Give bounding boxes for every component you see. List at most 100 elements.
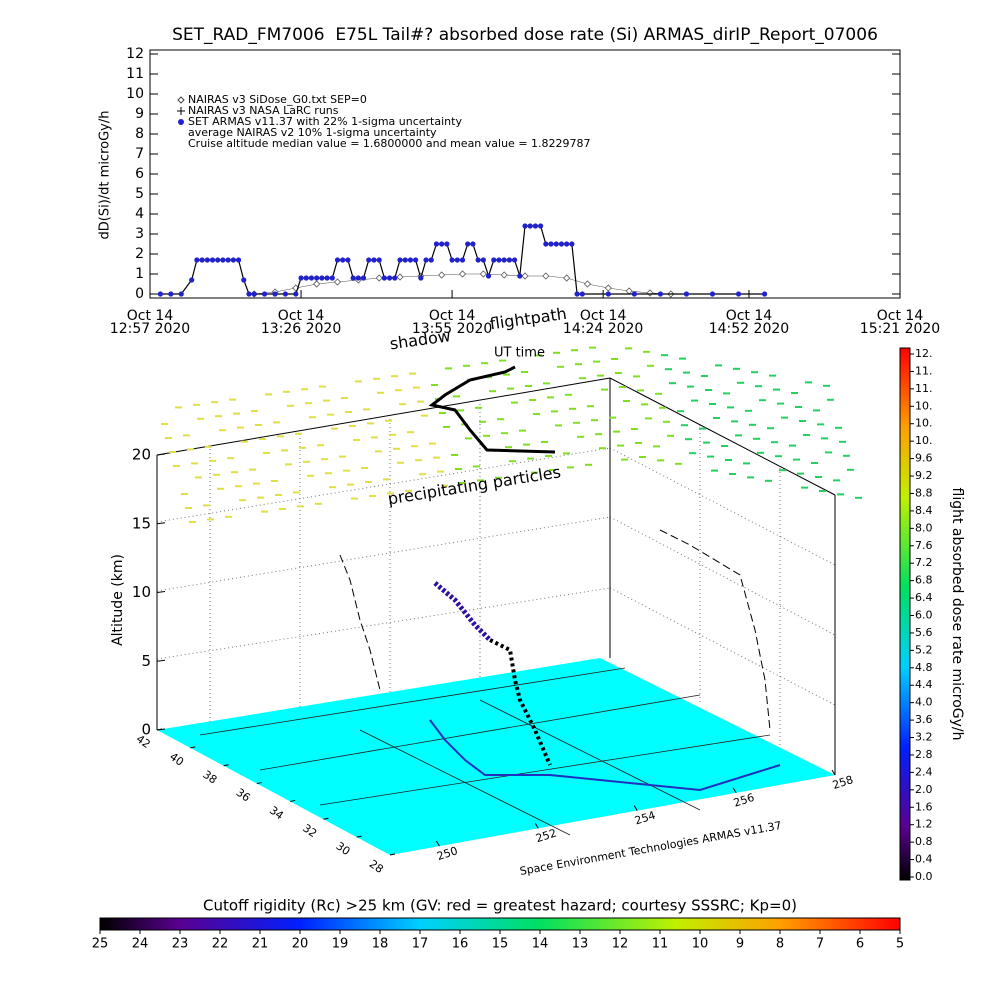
data-point [313, 280, 321, 288]
data-point [683, 291, 690, 297]
x-tick-label: Oct 14 [726, 308, 773, 324]
colorbar-tick-label: 25 [92, 937, 109, 952]
particles [161, 346, 862, 523]
legend-marker [177, 107, 185, 115]
data-point [350, 275, 356, 281]
data-point [308, 275, 315, 281]
x-tick-label: Oct 14 [278, 308, 325, 324]
data-point [569, 241, 575, 247]
data-point [396, 273, 404, 281]
data-point [199, 257, 205, 263]
data-point [511, 257, 518, 263]
lat-tick-label: 36 [234, 786, 253, 805]
colorbar-tick-label: 10 [692, 937, 709, 952]
data-point [371, 257, 377, 263]
lat-tick [356, 835, 362, 838]
data-point [194, 257, 200, 263]
data-point [631, 291, 637, 297]
x-tick-label: Oct 14 [877, 308, 924, 324]
data-point [168, 291, 174, 297]
data-point [418, 275, 424, 281]
data-point [324, 275, 330, 281]
box-3d [156, 377, 836, 855]
data-point [333, 278, 342, 286]
data-point [376, 257, 382, 263]
data-point [392, 275, 398, 281]
colorbar-tick-label: 6.8 [915, 574, 933, 587]
colorbar-tick-label: 18 [372, 937, 389, 952]
y-tick-label: 5 [135, 186, 144, 202]
data-point [235, 257, 242, 263]
data-point [543, 241, 549, 247]
colorbar-tick-label: 5 [896, 937, 904, 952]
data-point [329, 275, 335, 281]
data-point [189, 277, 195, 283]
lon-tick-label: 254 [633, 809, 657, 828]
data-point [241, 277, 247, 283]
data-point [209, 257, 216, 263]
data-point [563, 274, 571, 282]
colorbar-tick-label: 7.2 [915, 556, 933, 569]
x-tick-label: 14:24 2020 [563, 321, 643, 337]
legend-entry: NAIRAS v3 SiDose_G0.txt SEP=0 [188, 93, 367, 106]
data-point [428, 257, 434, 263]
annotation: UT time [494, 346, 545, 361]
legend-entry: average NAIRAS v2 10% 1-sigma uncertaint… [188, 126, 437, 139]
colorbar-tick-label: 2.4 [915, 765, 933, 778]
colorbar-tick-label: 19 [332, 937, 349, 952]
data-point [735, 291, 742, 297]
map-lines [199, 667, 771, 836]
data-point [553, 241, 559, 247]
data-point [574, 291, 580, 297]
lat-tick [223, 764, 229, 767]
annotation: Space Environment Technologies ARMAS v11… [519, 819, 783, 878]
colorbar-tick-label: 2.8 [915, 748, 933, 761]
data-point [157, 291, 164, 297]
colorbar-tick-label: 15 [492, 937, 509, 952]
lon-tick-label: 258 [831, 773, 855, 792]
data-point [433, 241, 440, 247]
colorbar-tick-label: 10. [915, 399, 933, 412]
colorbar-tick-label: 9.2 [915, 469, 933, 482]
x-tick-label: 13:55 2020 [412, 321, 492, 337]
colorbar-tick-label: 7.6 [915, 539, 933, 552]
data-point [303, 275, 309, 281]
data-point [251, 291, 257, 297]
data-point [479, 270, 487, 278]
colorbar-tick-label: 17 [412, 937, 429, 952]
data-point [501, 257, 507, 263]
data-point [454, 257, 460, 263]
colorbar-tick-label: 0.4 [915, 853, 933, 866]
annotation: precipitating particles [386, 462, 562, 508]
y-tick-label: 10 [126, 86, 144, 102]
data-point [272, 291, 278, 297]
plot-frame [149, 49, 901, 299]
y-tick-label: 0 [135, 286, 144, 302]
x-tick-label: 14:52 2020 [709, 321, 789, 337]
lat-tick [290, 799, 296, 802]
colorbar-tick-label: 21 [252, 937, 269, 952]
colorbar-tick-label: 3.6 [915, 713, 933, 726]
annotation: flightpath [489, 304, 568, 334]
colorbar-tick-label: 4.0 [915, 696, 933, 709]
colorbar-tick-label: 9.6 [915, 452, 933, 465]
data-point [204, 257, 210, 263]
legend-entry: NAIRAS v3 NASA LaRC runs [188, 104, 339, 117]
data-point [548, 241, 554, 247]
colorbar-tick-label: 12. [915, 347, 933, 360]
chart-title: SET_RAD_FM7006 E75L Tail#? absorbed dose… [172, 25, 878, 45]
lat-tick [190, 746, 196, 749]
data-point [527, 223, 533, 229]
lon-tick-label: 252 [534, 826, 558, 845]
data-point [579, 291, 585, 297]
data-point [402, 257, 408, 263]
data-point [360, 275, 367, 281]
data-point [423, 257, 429, 263]
colorbar-label: flight absorbed dose rate microGy/h [949, 488, 965, 741]
floor-map [157, 658, 835, 855]
z-tick [156, 453, 166, 456]
colorbar-tick-label: 11. [915, 382, 933, 395]
data-point [517, 273, 523, 279]
lat-tick-label: 30 [334, 839, 353, 858]
data-point [491, 257, 497, 263]
